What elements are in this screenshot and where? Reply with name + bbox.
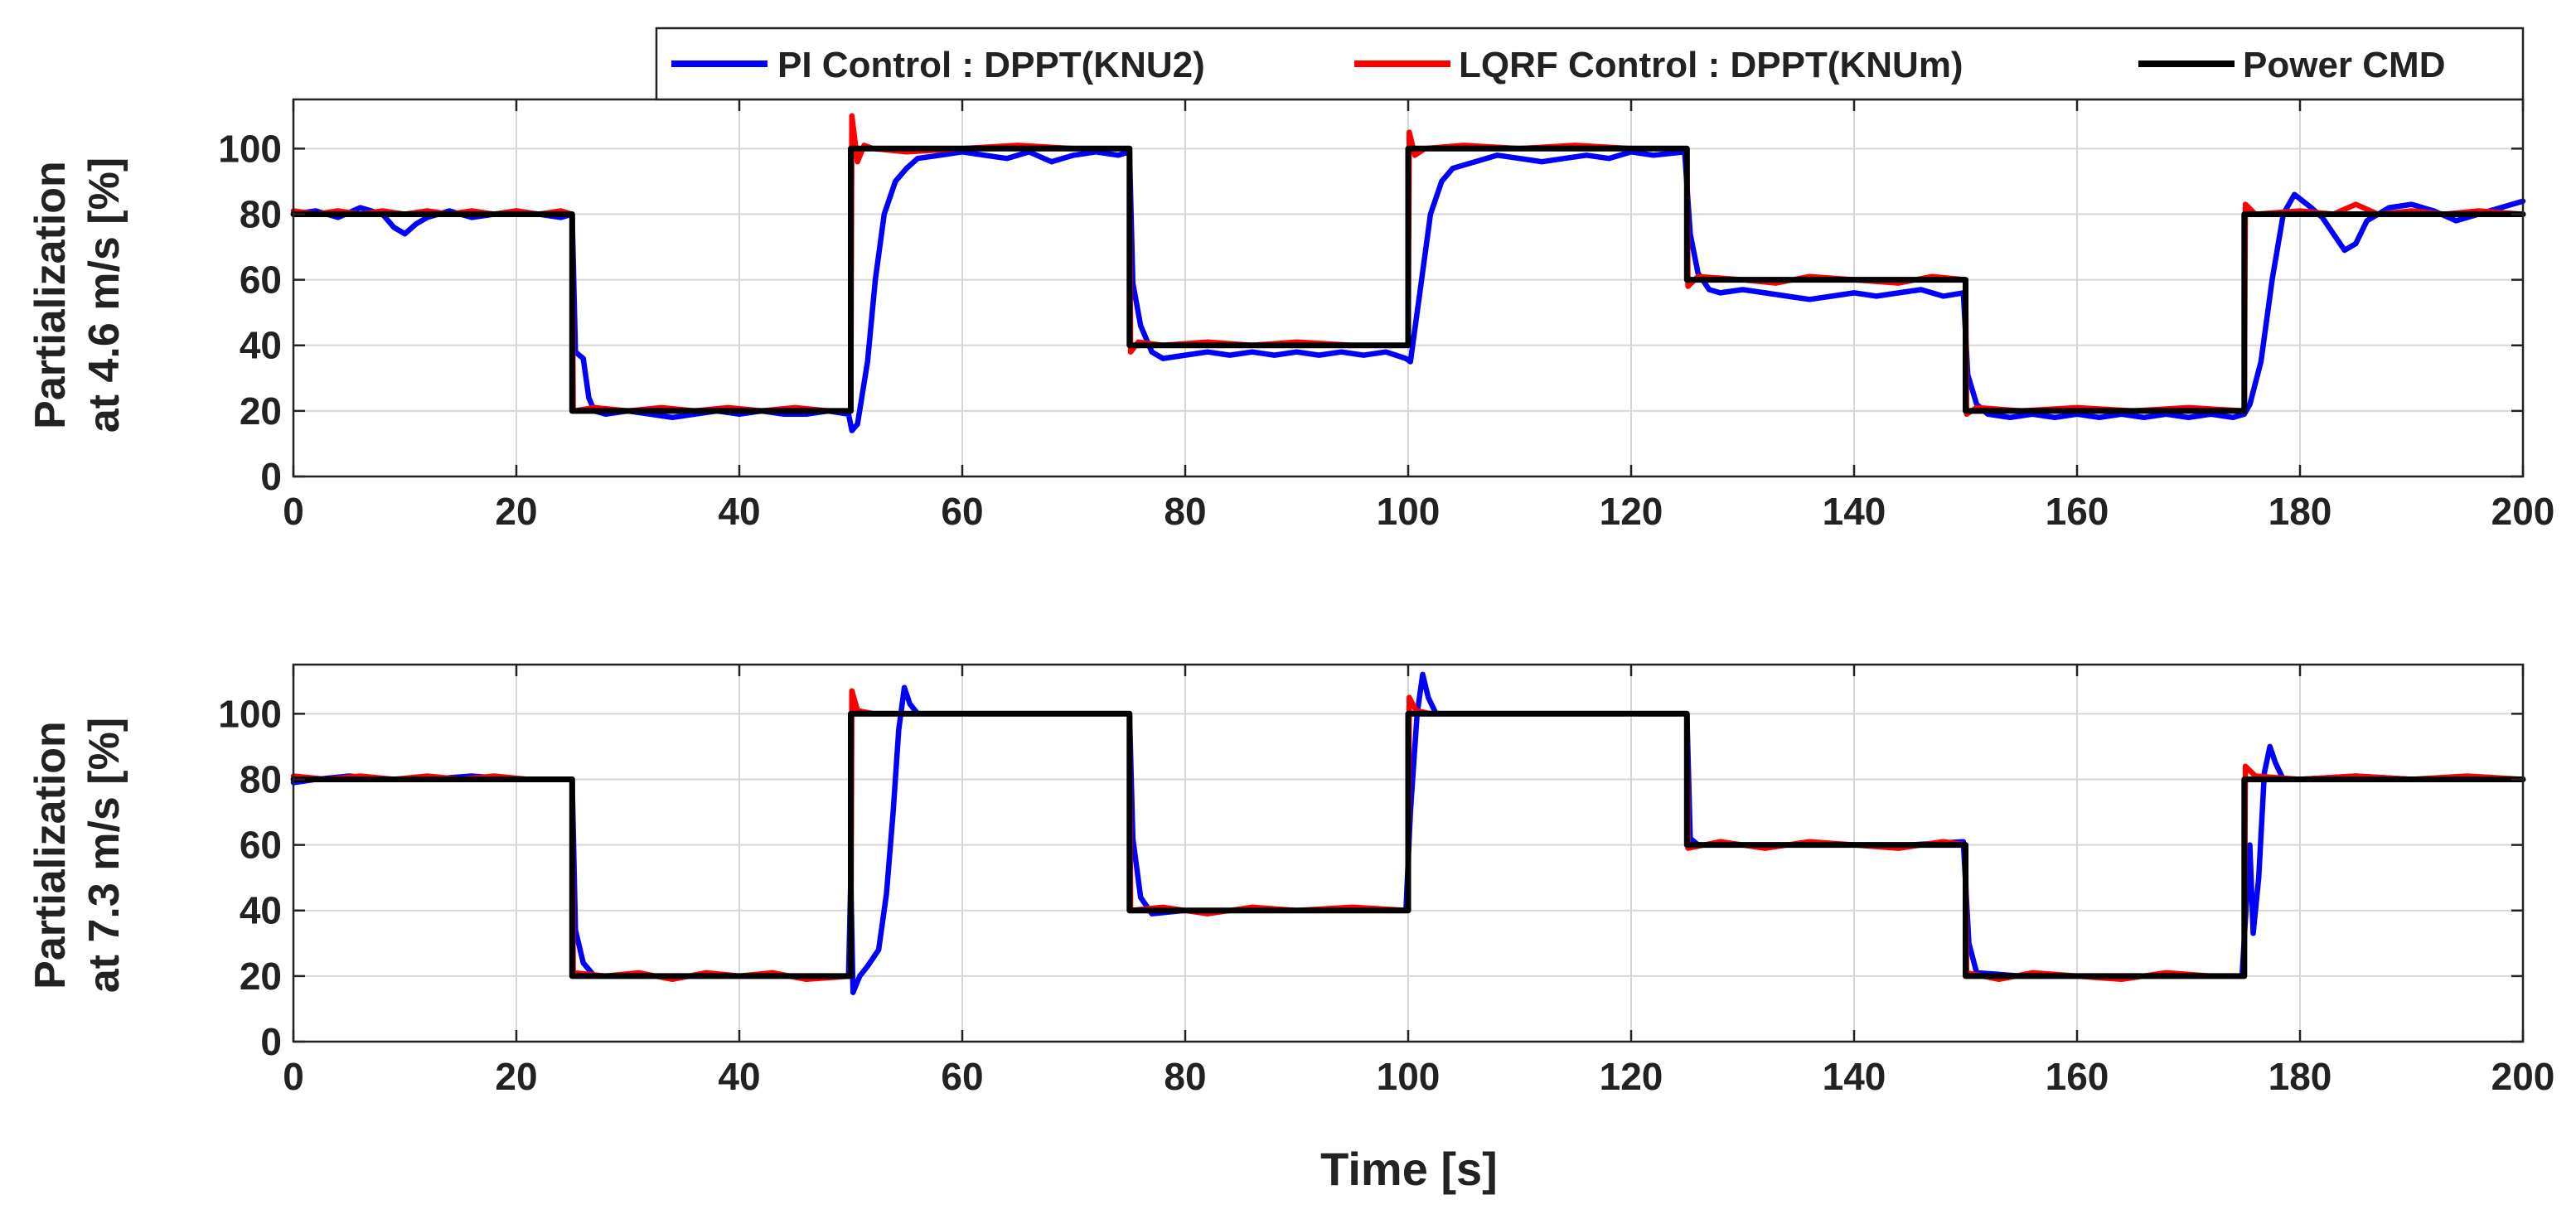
x-tick-label-140: 140 xyxy=(1823,1055,1886,1098)
series-cmd-line-bottom xyxy=(290,710,2526,979)
subplot-top-ylabel-line1: Partialization xyxy=(27,161,75,429)
x-tick-label-100: 100 xyxy=(1377,490,1441,533)
y-tick-label-20: 20 xyxy=(240,955,282,998)
x-tick-label-40: 40 xyxy=(718,490,760,533)
x-tick-label-200: 200 xyxy=(2491,1055,2555,1098)
subplot-bottom-ylabel-line2: at 7.3 m/s [%] xyxy=(80,718,128,993)
subplot-bottom: 0 20 40 60 80 100 120 140 160 180 200020406080100 … xyxy=(27,663,2554,1098)
subplot-top-series xyxy=(290,113,2526,433)
x-tick-label-160: 160 xyxy=(2046,1055,2109,1098)
x-tick-label-120: 120 xyxy=(1600,490,1663,533)
x-tick-label-20: 20 xyxy=(495,1055,537,1098)
x-tick-label-80: 80 xyxy=(1164,1055,1206,1098)
subplot-top-ticks: 0 20 40 60 80 100 120 140 160 180 200 0 20 40 60 80 100 xyxy=(218,99,2554,533)
legend: PI Control : DPPT(KNU2) LQRF Control : D… xyxy=(655,27,2525,101)
y-tick-label-0: 0 xyxy=(260,1020,282,1063)
x-tick-label-180: 180 xyxy=(2269,1055,2332,1098)
y-tick-label-60: 60 xyxy=(240,259,282,302)
x-axis-label: Time [s] xyxy=(1320,1143,1498,1195)
legend-label-pi: PI Control : DPPT(KNU2) xyxy=(777,45,1205,85)
x-tick-label-0: 0 xyxy=(283,1055,304,1098)
x-tick-label-100: 100 xyxy=(1377,1055,1441,1098)
legend-label-cmd: Power CMD xyxy=(2243,45,2445,85)
series-cmd-line-top xyxy=(290,145,2526,414)
y-tick-label-0: 0 xyxy=(260,455,282,498)
y-tick-label-80: 80 xyxy=(240,192,282,235)
x-tick-label-60: 60 xyxy=(941,1055,983,1098)
x-tick-label-0: 0 xyxy=(283,490,304,533)
x-tick-label-20: 20 xyxy=(495,490,537,533)
subplot-bottom-series xyxy=(290,671,2526,995)
y-tick-label-100: 100 xyxy=(218,127,282,170)
subplot-top: 0 20 40 60 80 100 120 140 160 180 200020406080100 … xyxy=(27,98,2554,533)
y-tick-label-100: 100 xyxy=(218,692,282,735)
x-tick-label-200: 200 xyxy=(2491,490,2555,533)
x-tick-label-120: 120 xyxy=(1600,1055,1663,1098)
y-tick-label-80: 80 xyxy=(240,757,282,800)
x-tick-label-80: 80 xyxy=(1164,490,1206,533)
x-tick-label-60: 60 xyxy=(941,490,983,533)
subplot-top-ylabel-line2: at 4.6 m/s [%] xyxy=(80,157,128,433)
y-tick-label-40: 40 xyxy=(240,889,282,932)
y-tick-label-20: 20 xyxy=(240,389,282,433)
subplot-bottom-ticks: 0 20 40 60 80 100 120 140 160 180 200 0 20 40 60 80 100 xyxy=(218,665,2554,1098)
x-tick-label-140: 140 xyxy=(1823,490,1886,533)
legend-label-lqrf: LQRF Control : DPPT(KNUm) xyxy=(1459,45,1963,85)
x-tick-label-180: 180 xyxy=(2269,490,2332,533)
x-tick-label-160: 160 xyxy=(2046,490,2109,533)
y-tick-label-40: 40 xyxy=(240,324,282,367)
x-tick-label-40: 40 xyxy=(718,1055,760,1098)
subplot-bottom-ylabel-line1: Partialization xyxy=(27,721,75,989)
y-tick-label-60: 60 xyxy=(240,824,282,867)
